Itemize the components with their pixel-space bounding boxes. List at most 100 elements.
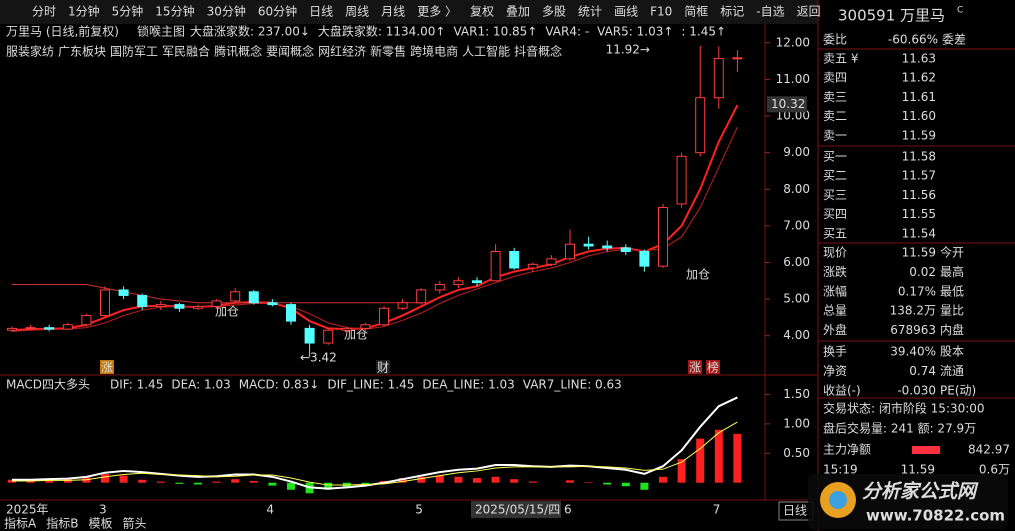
macd-bar — [659, 476, 667, 483]
candle-body — [7, 327, 17, 331]
stat-label: 总量 — [823, 304, 847, 318]
toolbar-button[interactable]: 60分钟 — [258, 4, 297, 19]
book-price: 11.59 — [902, 128, 936, 142]
bottom-tab[interactable]: 模板 — [88, 517, 112, 531]
concept-tag[interactable]: 要闻概念 — [266, 44, 314, 59]
concept-tag[interactable]: 新零售 — [370, 44, 406, 59]
stat-label: 换手 — [823, 345, 847, 359]
toolbar-button[interactable]: 画线 — [614, 5, 638, 19]
candle-body — [676, 155, 687, 205]
macd-bar — [287, 482, 295, 490]
stat-value: 138.2万 — [890, 304, 936, 318]
book-price: 11.62 — [902, 71, 936, 85]
watermark-title: 分析家公式网 — [862, 481, 979, 503]
toolbar-button[interactable]: -自选 — [756, 5, 784, 19]
diff-label: 委差 — [942, 33, 966, 47]
concept-tag[interactable]: 国防军工 — [110, 44, 158, 59]
indicator: : 1.45↑ — [681, 25, 726, 39]
net-bar — [912, 446, 940, 454]
concept-tag[interactable]: 军民融合 — [162, 44, 210, 59]
book-price: 11.55 — [902, 207, 936, 221]
candle-body — [509, 251, 520, 269]
stat-value: 678963 — [890, 323, 936, 337]
x-tick-label: 4 — [266, 503, 274, 517]
stock-name: 万里马 — [900, 7, 945, 25]
macd-bar — [156, 481, 165, 483]
stat-label: 现价 — [823, 246, 847, 260]
tick-price: 11.59 — [901, 463, 935, 477]
book-price: 11.63 — [902, 52, 936, 66]
toolbar-button[interactable]: 统计 — [578, 5, 602, 19]
candle-body — [546, 258, 557, 265]
concept-tag[interactable]: 抖音概念 — [514, 44, 562, 59]
bottom-tab[interactable]: 指标A — [4, 516, 37, 531]
candle-body — [490, 251, 501, 282]
concept-tag[interactable]: 跨境电商 — [410, 44, 458, 59]
marker: 涨 — [101, 360, 113, 375]
concept-tag[interactable]: 广东板块 — [58, 45, 106, 59]
candle-body — [583, 243, 594, 247]
stat-label: 最低 — [940, 284, 964, 298]
macd-bar — [491, 476, 500, 483]
toolbar-button[interactable]: 多股 — [542, 5, 566, 19]
crosshair-date: 2025/05/15/四 — [475, 503, 560, 517]
toolbar-button[interactable]: 复权 — [470, 5, 494, 19]
bottom-tab[interactable]: 指标B — [46, 516, 78, 531]
toolbar-button[interactable]: F10 — [650, 5, 672, 19]
toolbar-button[interactable]: 简框 — [684, 5, 708, 19]
low-label: ←3.42 — [300, 351, 337, 365]
toolbar-button[interactable]: 标记 — [720, 5, 744, 19]
candle-body — [62, 324, 73, 330]
toolbar — [0, 0, 818, 24]
macd-bar — [194, 482, 202, 485]
macd-bar — [138, 479, 147, 483]
toolbar-button[interactable]: 更多 〉 — [417, 5, 457, 19]
concept-tag[interactable]: 腾讯概念 — [214, 44, 262, 59]
book-label: 买一 — [823, 150, 847, 164]
concept-tag[interactable]: 网红经济 — [318, 44, 366, 59]
toolbar-button[interactable]: 日线 — [309, 5, 333, 19]
toolbar-button[interactable]: 返回 — [797, 5, 821, 19]
indicator: 大盘涨家数: 237.00↓ — [190, 24, 310, 39]
period-tag[interactable]: 日线 — [783, 504, 807, 518]
toolbar-button[interactable]: 月线 — [381, 5, 405, 19]
macd-bar — [528, 481, 537, 483]
toolbar-button[interactable]: 30分钟 — [207, 4, 246, 19]
chart-subtitle: 锁喉主图 — [137, 24, 185, 39]
add-label: 加仓 — [215, 305, 239, 319]
dea-line — [12, 421, 738, 486]
y-tick-label: 7.00 — [783, 218, 810, 232]
concept-tag[interactable]: 人工智能 — [462, 44, 510, 59]
y-tick-label: 8.00 — [783, 182, 810, 196]
macd-bar — [45, 480, 54, 483]
x-tick-label: 7 — [713, 503, 721, 517]
stat-value: 0.17% — [898, 284, 936, 298]
toolbar-button[interactable]: 周线 — [345, 5, 369, 19]
toolbar-button[interactable]: 15分钟 — [155, 4, 194, 19]
macd-bar — [566, 480, 574, 483]
candle-body — [416, 289, 427, 304]
book-label: 卖一 — [823, 128, 847, 142]
candle-body — [602, 245, 613, 249]
toolbar-button[interactable]: 分时 — [32, 5, 56, 19]
candle-body — [118, 289, 129, 296]
stat-value: -0.030 — [897, 383, 936, 397]
candle-body — [658, 207, 668, 267]
book-label: 买五 — [823, 226, 847, 240]
book-price: 11.58 — [902, 150, 936, 164]
toolbar-button[interactable]: 5分钟 — [112, 4, 144, 19]
stat-label: 外盘 — [823, 322, 847, 337]
stock-flag: C — [957, 6, 963, 16]
bottom-tab[interactable]: 箭头 — [122, 516, 146, 531]
toolbar-button[interactable]: 1分钟 — [68, 4, 100, 19]
watermark: 分析家公式网 www.70822.com — [808, 474, 1008, 529]
candle-body — [137, 294, 148, 307]
macd-title: MACD四大多头 — [6, 378, 90, 392]
concept-tag[interactable]: 服装家纺 — [6, 44, 54, 59]
x-tick-label: 3 — [99, 503, 107, 517]
stat-label: 股本 — [940, 345, 964, 359]
macd-bar — [435, 475, 444, 483]
stat-value: 0.02 — [909, 265, 936, 279]
y-tick-label: 1.00 — [783, 416, 810, 430]
toolbar-button[interactable]: 叠加 — [506, 5, 530, 19]
